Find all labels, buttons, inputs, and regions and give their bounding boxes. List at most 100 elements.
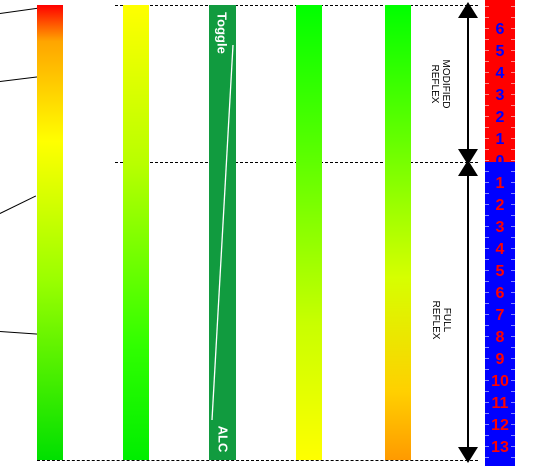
scale-number-12: 12 (491, 417, 509, 434)
scale-tick (485, 369, 489, 370)
scale-tick (485, 380, 489, 381)
scale-tick (511, 50, 515, 51)
scale-tick (511, 6, 515, 7)
scale-tick (485, 105, 489, 106)
scale-tick (511, 94, 515, 95)
diagonal-divider (211, 44, 234, 421)
scale-tick (485, 204, 489, 205)
gradient-bar-3 (296, 5, 322, 460)
scale-tick (485, 446, 489, 447)
scale-tick (485, 28, 489, 29)
scale-number-6-bottom: 6 (495, 285, 505, 302)
toggle-alc-strip: Toggle ALC (209, 5, 236, 460)
scale-tick (511, 424, 515, 425)
scale-tick (511, 160, 515, 161)
scale-tick (511, 325, 515, 326)
scale-tick (485, 325, 489, 326)
scale-tick (511, 303, 515, 304)
scale-tick (511, 116, 515, 117)
scale-tick (485, 413, 489, 414)
scale-number-2: 2 (495, 109, 505, 126)
reflex-scale: 6 5 4 3 2 1 0 1 2 3 4 5 6 7 8 9 10 11 12… (485, 0, 515, 466)
scale-tick (485, 391, 489, 392)
scale-tick (485, 193, 489, 194)
gradient-bar-1 (37, 5, 63, 460)
scale-tick (511, 413, 515, 414)
scale-number-13: 13 (491, 439, 509, 456)
scale-tick (485, 39, 489, 40)
scale-tick (511, 281, 515, 282)
full-reflex-label: FULL REFLEX (430, 301, 452, 340)
scale-tick (511, 182, 515, 183)
scale-tick (511, 72, 515, 73)
scale-tick (511, 358, 515, 359)
scale-tick (485, 402, 489, 403)
scale-tick (511, 446, 515, 447)
scale-tick (511, 39, 515, 40)
scale-tick (511, 391, 515, 392)
dashed-line-bottom (37, 460, 478, 461)
alc-label: ALC (215, 425, 231, 453)
scale-tick (485, 127, 489, 128)
scale-tick (485, 314, 489, 315)
scale-number-7: 7 (495, 307, 505, 324)
scale-tick (511, 127, 515, 128)
scale-number-3-bottom: 3 (495, 219, 505, 236)
scale-tick (485, 424, 489, 425)
scale-tick (511, 347, 515, 348)
scale-tick (511, 105, 515, 106)
scale-tick (485, 17, 489, 18)
scale-tick (511, 336, 515, 337)
leader-line-1 (0, 7, 38, 15)
scale-tick (485, 160, 489, 161)
scale-tick (485, 138, 489, 139)
scale-tick (511, 248, 515, 249)
scale-tick (485, 171, 489, 172)
scale-number-4-bottom: 4 (495, 241, 505, 258)
scale-tick (511, 226, 515, 227)
modified-label-line-2: REFLEX (429, 64, 440, 104)
scale-tick (485, 94, 489, 95)
scale-tick (485, 358, 489, 359)
leader-line-4 (0, 331, 38, 336)
scale-tick (511, 17, 515, 18)
scale-tick (485, 149, 489, 150)
scale-tick (485, 83, 489, 84)
scale-tick (485, 215, 489, 216)
scale-tick (511, 149, 515, 150)
leader-line-2 (0, 76, 38, 83)
scale-number-5: 5 (495, 43, 505, 60)
range-arrows (458, 1, 478, 463)
scale-tick (511, 171, 515, 172)
scale-tick (485, 457, 489, 458)
scale-tick (511, 215, 515, 216)
scale-tick (511, 270, 515, 271)
scale-tick (485, 72, 489, 73)
scale-number-1-top: 1 (495, 131, 505, 148)
scale-tick (511, 457, 515, 458)
scale-number-11: 11 (491, 395, 509, 412)
scale-number-4: 4 (495, 65, 505, 82)
full-label-line-1: FULL (441, 307, 452, 333)
scale-tick (511, 380, 515, 381)
scale-tick (511, 83, 515, 84)
scale-tick (485, 336, 489, 337)
modified-scale-section (485, 0, 515, 162)
scale-number-2-bottom: 2 (495, 197, 505, 214)
scale-tick (485, 116, 489, 117)
scale-number-1-bottom: 1 (495, 175, 505, 192)
scale-tick (485, 50, 489, 51)
scale-number-0: 0 (495, 153, 505, 170)
scale-tick (485, 281, 489, 282)
scale-tick (485, 248, 489, 249)
leader-line-3 (0, 195, 37, 215)
scale-tick (511, 292, 515, 293)
modified-reflex-label: MODIFIED REFLEX (429, 60, 451, 109)
scale-tick (485, 303, 489, 304)
scale-number-3: 3 (495, 87, 505, 104)
scale-tick (485, 435, 489, 436)
scale-tick (511, 435, 515, 436)
full-label-line-2: REFLEX (430, 300, 441, 340)
full-scale-section (485, 162, 515, 466)
scale-tick (511, 402, 515, 403)
